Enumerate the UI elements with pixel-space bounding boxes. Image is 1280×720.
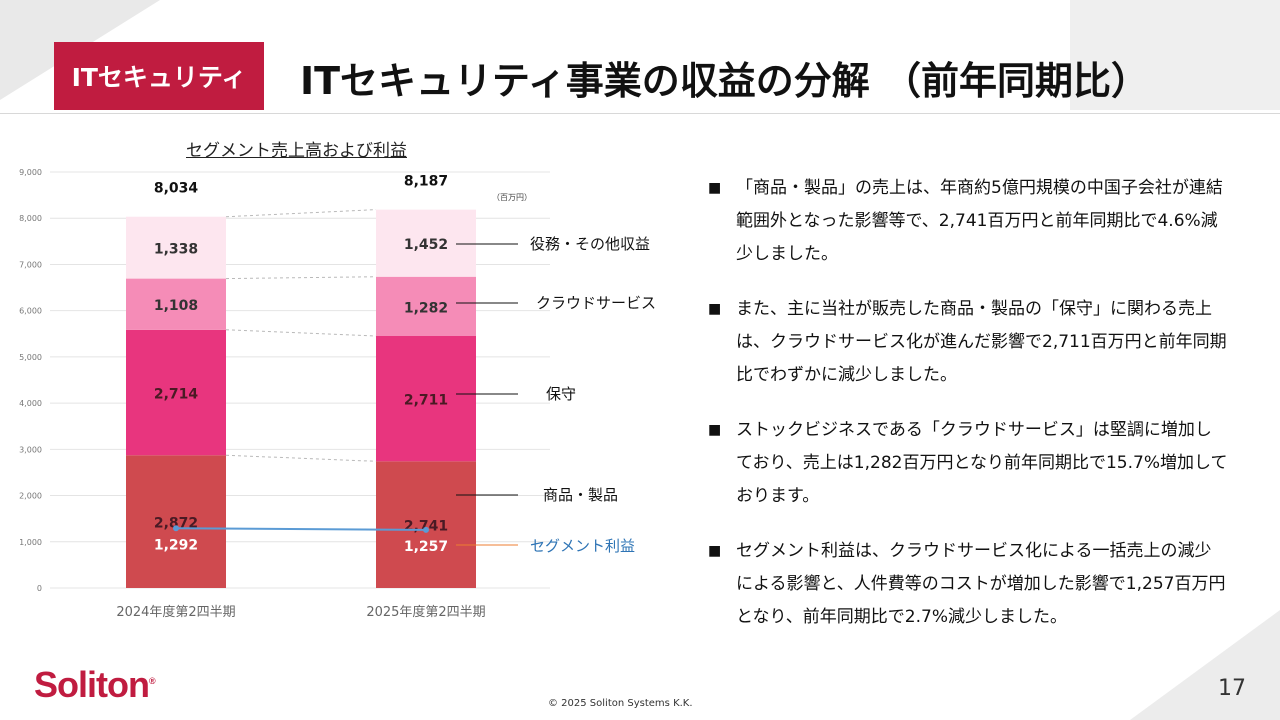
bullet-text: 「商品・製品」の売上は、年商約5億円規模の中国子会社が連結範囲外となった影響等で… [736,178,1223,264]
bar-total-label: 8,034 [154,181,199,197]
connector-line [225,276,377,280]
stacked-bar-chart: 0 1,000 2,000 3,000 4,000 5,000 6,000 7,000 8,00… [19,168,656,620]
y-tick-label: 9,000 [19,168,42,177]
logo-text: Soliton [34,664,150,705]
bar-value-label: 1,338 [154,242,198,258]
legend-label: 商品・製品 [543,486,618,504]
connector-line [225,209,377,218]
bar-value-label: 2,714 [154,387,199,403]
bar-value-label: 2,711 [404,393,448,409]
profit-point [423,526,429,533]
bar-segment [126,216,226,279]
connector-line [225,329,377,337]
bar-value-label: 1,452 [404,237,448,253]
bar-value-label: 1,282 [404,300,448,316]
bar-segment [126,455,226,588]
page-title: ITセキュリティ事業の収益の分解 （前年同期比） [300,59,1150,103]
bullet-item: ■ ストックビジネスである「クラウドサービス」は堅調に増加しており、売上は1,2… [708,414,1228,513]
legend-label: セグメント利益 [530,537,635,555]
bar-segment [376,461,476,588]
page-number: 17 [1218,676,1246,701]
y-tick-label: 5,000 [19,353,42,362]
x-category-label: 2025年度第2四半期 [366,604,485,620]
y-tick-label: 8,000 [19,214,42,223]
bullet-square-icon: ■ [708,422,722,438]
bullet-text: また、主に当社が販売した商品・製品の「保守」に関わる売上は、クラウドサービス化が… [736,299,1227,385]
y-tick-label: 1,000 [19,538,42,547]
bullet-text: ストックビジネスである「クラウドサービス」は堅調に増加しており、売上は1,282… [736,420,1228,506]
profit-value-label: 1,257 [404,539,448,555]
header-divider [0,113,1280,114]
bullet-item: ■ また、主に当社が販売した商品・製品の「保守」に関わる売上は、クラウドサービス… [708,293,1228,392]
bullet-item: ■ 「商品・製品」の売上は、年商約5億円規模の中国子会社が連結範囲外となった影響… [708,172,1228,271]
y-tick-label: 2,000 [19,492,42,501]
profit-point [173,525,179,532]
copyright-text: © 2025 Soliton Systems K.K. [548,698,693,709]
y-tick-label: 0 [37,584,42,593]
bullet-square-icon: ■ [708,180,722,196]
y-tick-label: 6,000 [19,307,42,316]
bar-segment [376,335,476,462]
x-category-label: 2024年度第2四半期 [116,604,235,620]
bar-segment [126,329,226,456]
chart-title: セグメント売上高および利益 [186,141,407,161]
bullet-list: ■ 「商品・製品」の売上は、年商約5億円規模の中国子会社が連結範囲外となった影響… [708,172,1228,656]
connector-line [225,454,377,462]
bar-segment [126,278,226,330]
registered-mark: ® [148,676,156,686]
company-logo: Soliton® [34,664,156,706]
bar-segment [376,209,476,277]
profit-value-label: 1,292 [154,537,198,553]
y-tick-label: 3,000 [19,445,42,454]
unit-label: （百万円） [492,193,532,202]
y-tick-label: 4,000 [19,399,42,408]
section-tag: ITセキュリティ [54,42,264,110]
bullet-item: ■ セグメント利益は、クラウドサービス化による一括売上の減少による影響と、人件費… [708,535,1228,634]
bar-total-label: 8,187 [404,174,448,190]
bullet-square-icon: ■ [708,301,722,317]
legend-label: 保守 [546,385,576,403]
bar-segment [376,276,476,336]
y-tick-label: 7,000 [19,260,42,269]
bullet-text: セグメント利益は、クラウドサービス化による一括売上の減少による影響と、人件費等の… [736,541,1226,627]
background-corner-top-right [1070,0,1280,110]
bar-value-label: 1,108 [154,298,198,314]
legend-label: 役務・その他収益 [530,235,650,253]
profit-line [175,527,427,531]
bullet-square-icon: ■ [708,543,722,559]
legend-label: クラウドサービス [536,294,656,312]
